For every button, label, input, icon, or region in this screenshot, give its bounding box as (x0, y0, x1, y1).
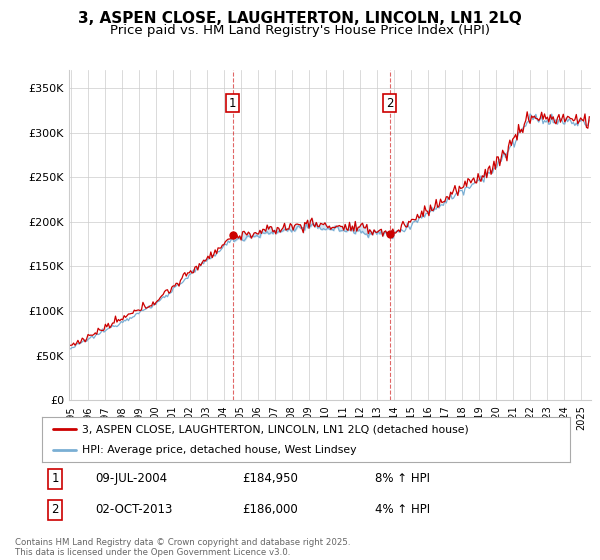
Text: 2: 2 (52, 503, 59, 516)
Text: 4% ↑ HPI: 4% ↑ HPI (374, 503, 430, 516)
Text: HPI: Average price, detached house, West Lindsey: HPI: Average price, detached house, West… (82, 445, 356, 455)
Text: 2: 2 (386, 96, 393, 110)
Text: 3, ASPEN CLOSE, LAUGHTERTON, LINCOLN, LN1 2LQ: 3, ASPEN CLOSE, LAUGHTERTON, LINCOLN, LN… (78, 11, 522, 26)
Text: Price paid vs. HM Land Registry's House Price Index (HPI): Price paid vs. HM Land Registry's House … (110, 24, 490, 36)
Text: £186,000: £186,000 (242, 503, 298, 516)
Text: 1: 1 (229, 96, 236, 110)
Text: 3, ASPEN CLOSE, LAUGHTERTON, LINCOLN, LN1 2LQ (detached house): 3, ASPEN CLOSE, LAUGHTERTON, LINCOLN, LN… (82, 424, 469, 435)
Text: 02-OCT-2013: 02-OCT-2013 (95, 503, 172, 516)
Text: £184,950: £184,950 (242, 473, 299, 486)
Text: Contains HM Land Registry data © Crown copyright and database right 2025.
This d: Contains HM Land Registry data © Crown c… (15, 538, 350, 557)
Text: 09-JUL-2004: 09-JUL-2004 (95, 473, 167, 486)
Text: 8% ↑ HPI: 8% ↑ HPI (374, 473, 430, 486)
Text: 1: 1 (52, 473, 59, 486)
